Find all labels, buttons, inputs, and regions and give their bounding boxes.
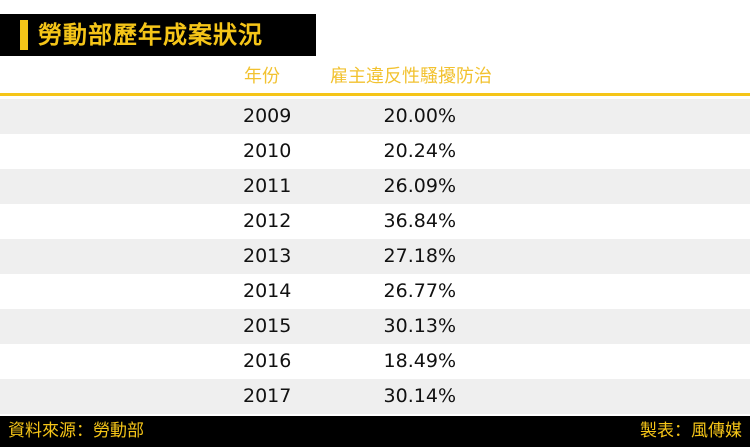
table-row: 2014 26.77% — [0, 274, 750, 309]
title-bar: 勞動部歷年成案狀況 — [0, 14, 316, 56]
table-row: 2015 30.13% — [0, 309, 750, 344]
header-divider — [0, 93, 750, 96]
page-title: 勞動部歷年成案狀況 — [38, 21, 263, 49]
table-row: 2017 30.14% — [0, 379, 750, 414]
year-cell: 2009 — [243, 105, 292, 127]
author-credit: 製表：風傳媒 — [640, 421, 742, 441]
rate-cell: 20.24% — [383, 140, 456, 162]
column-header-year: 年份 — [244, 66, 280, 87]
rate-cell: 36.84% — [383, 210, 456, 232]
year-cell: 2017 — [243, 385, 292, 407]
year-cell: 2010 — [243, 140, 292, 162]
table-row: 2010 20.24% — [0, 134, 750, 169]
year-cell: 2015 — [243, 315, 292, 337]
year-cell: 2016 — [243, 350, 292, 372]
year-cell: 2011 — [243, 175, 292, 197]
rate-cell: 18.49% — [383, 350, 456, 372]
source-credit: 資料來源：勞動部 — [8, 421, 144, 441]
table-row: 2009 20.00% — [0, 99, 750, 134]
table-row: 2013 27.18% — [0, 239, 750, 274]
rate-cell: 20.00% — [383, 105, 456, 127]
rate-cell: 26.09% — [383, 175, 456, 197]
rate-cell: 30.13% — [383, 315, 456, 337]
footer-bar: 資料來源：勞動部 製表：風傳媒 — [0, 416, 750, 447]
year-cell: 2014 — [243, 280, 292, 302]
table-row: 2011 26.09% — [0, 169, 750, 204]
table-row: 2016 18.49% — [0, 344, 750, 379]
rate-cell: 27.18% — [383, 245, 456, 267]
column-header-rate: 雇主違反性騷擾防治 — [330, 66, 492, 87]
table-row: 2012 36.84% — [0, 204, 750, 239]
year-cell: 2012 — [243, 210, 292, 232]
year-cell: 2013 — [243, 245, 292, 267]
rate-cell: 26.77% — [383, 280, 456, 302]
data-table: 2009 20.00% 2010 20.24% 2011 26.09% 2012 36.84%… — [0, 99, 750, 414]
title-accent-mark — [20, 20, 28, 50]
rate-cell: 30.14% — [383, 385, 456, 407]
